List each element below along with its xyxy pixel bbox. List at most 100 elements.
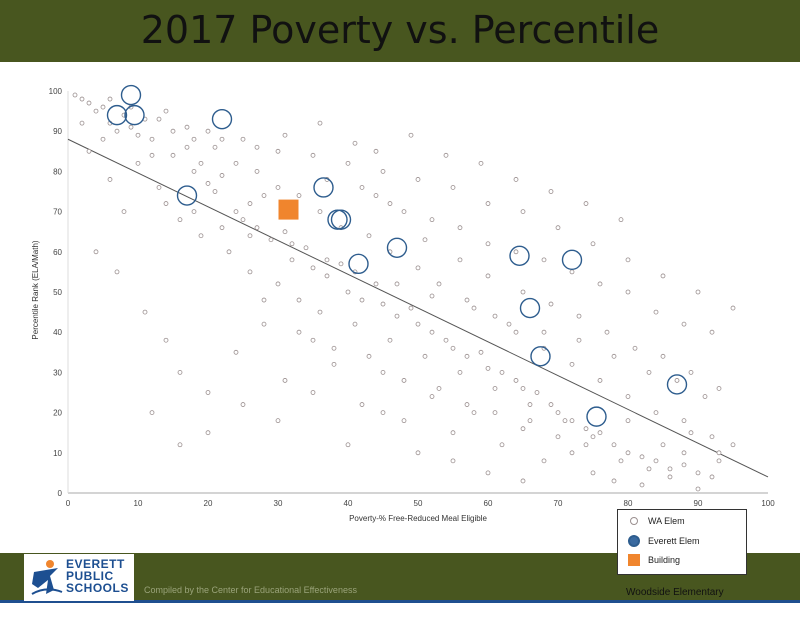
wa-point xyxy=(730,305,736,311)
wa-point xyxy=(555,225,561,231)
wa-point xyxy=(366,233,372,239)
wa-point xyxy=(408,132,414,138)
wa-point xyxy=(667,466,673,472)
wa-point xyxy=(177,442,183,448)
y-tick-label: 10 xyxy=(53,449,62,458)
everett-point xyxy=(211,108,233,130)
wa-point xyxy=(72,92,78,98)
wa-point xyxy=(527,418,533,424)
wa-point xyxy=(492,386,498,391)
x-tick-label: 10 xyxy=(134,499,143,508)
wa-point xyxy=(429,394,435,399)
wa-point xyxy=(646,466,652,472)
wa-point xyxy=(289,241,295,247)
wa-point xyxy=(436,386,442,391)
wa-point xyxy=(590,470,596,476)
wa-point xyxy=(457,257,463,263)
wa-point xyxy=(345,442,351,448)
wa-point xyxy=(625,418,631,424)
wa-point xyxy=(499,442,505,448)
wa-point xyxy=(296,297,302,303)
wa-point xyxy=(394,313,400,319)
wa-point xyxy=(730,442,736,448)
wa-point xyxy=(79,96,85,102)
y-tick-label: 60 xyxy=(53,248,62,257)
everett-point xyxy=(327,209,348,230)
wa-point xyxy=(212,144,218,150)
wa-point xyxy=(261,193,267,198)
wa-point xyxy=(709,329,715,335)
chart-legend: WA Elem Everett Elem Building xyxy=(617,509,747,575)
wa-point xyxy=(331,361,337,367)
wa-point xyxy=(233,349,239,355)
wa-point xyxy=(583,442,589,448)
wa-point xyxy=(205,390,211,395)
wa-point xyxy=(394,281,400,287)
wa-points-group xyxy=(72,92,736,492)
wa-point xyxy=(520,478,526,484)
wa-point xyxy=(716,458,722,464)
wa-point xyxy=(156,116,162,122)
everett-point xyxy=(586,406,607,427)
wa-point xyxy=(513,329,519,335)
y-tick-label: 30 xyxy=(53,368,62,377)
wa-point xyxy=(681,418,687,424)
wa-point xyxy=(457,225,463,231)
wa-point xyxy=(429,293,435,299)
everett-point xyxy=(176,185,198,206)
wa-point xyxy=(254,168,260,174)
everett-point xyxy=(106,104,128,126)
wa-point xyxy=(520,289,526,295)
wa-point xyxy=(387,201,393,206)
y-tick-label: 90 xyxy=(53,127,62,136)
wa-point xyxy=(471,305,477,311)
wa-point xyxy=(653,410,659,416)
wa-point xyxy=(695,486,701,492)
wa-point xyxy=(226,249,232,255)
wa-point xyxy=(149,152,155,158)
page-title: 2017 Poverty vs. Percentile xyxy=(140,8,660,52)
wa-point xyxy=(674,378,680,383)
wa-point xyxy=(93,249,99,255)
wa-point xyxy=(240,402,246,407)
wa-point xyxy=(695,470,701,476)
wa-point xyxy=(219,225,225,231)
wa-point xyxy=(478,160,484,166)
wa-point xyxy=(527,402,533,407)
wa-point xyxy=(415,265,421,271)
wa-point xyxy=(380,301,386,307)
wa-point xyxy=(709,434,715,440)
legend-label-everett: Everett Elem xyxy=(648,536,700,546)
wa-point xyxy=(79,120,85,126)
wa-point xyxy=(121,209,127,215)
wa-point xyxy=(597,281,603,287)
x-axis-label: Poverty-% Free-Reduced Meal Eligible xyxy=(349,514,487,523)
wa-point xyxy=(534,390,540,395)
everett-point xyxy=(530,346,551,367)
wa-point xyxy=(205,430,211,436)
wa-point xyxy=(506,321,512,327)
wa-point xyxy=(625,450,631,456)
everett-point xyxy=(124,104,145,126)
wa-point xyxy=(555,410,561,416)
wa-point xyxy=(373,148,379,154)
wa-point xyxy=(163,108,169,114)
wa-point xyxy=(471,410,477,416)
wa-point xyxy=(688,369,694,375)
wa-point xyxy=(520,426,526,432)
wa-point xyxy=(275,281,281,287)
wa-point xyxy=(450,345,456,351)
everett-points-group xyxy=(106,84,688,427)
wa-point xyxy=(555,434,561,440)
wa-point xyxy=(499,369,505,375)
wa-point xyxy=(569,361,575,367)
wa-point xyxy=(590,241,596,247)
wa-point xyxy=(548,301,554,307)
wa-point xyxy=(436,281,442,287)
wa-point xyxy=(359,402,365,407)
wa-point xyxy=(520,209,526,215)
y-tick-label: 80 xyxy=(53,167,62,176)
wa-point xyxy=(170,128,176,134)
wa-point xyxy=(625,289,631,295)
wa-point xyxy=(450,430,456,436)
